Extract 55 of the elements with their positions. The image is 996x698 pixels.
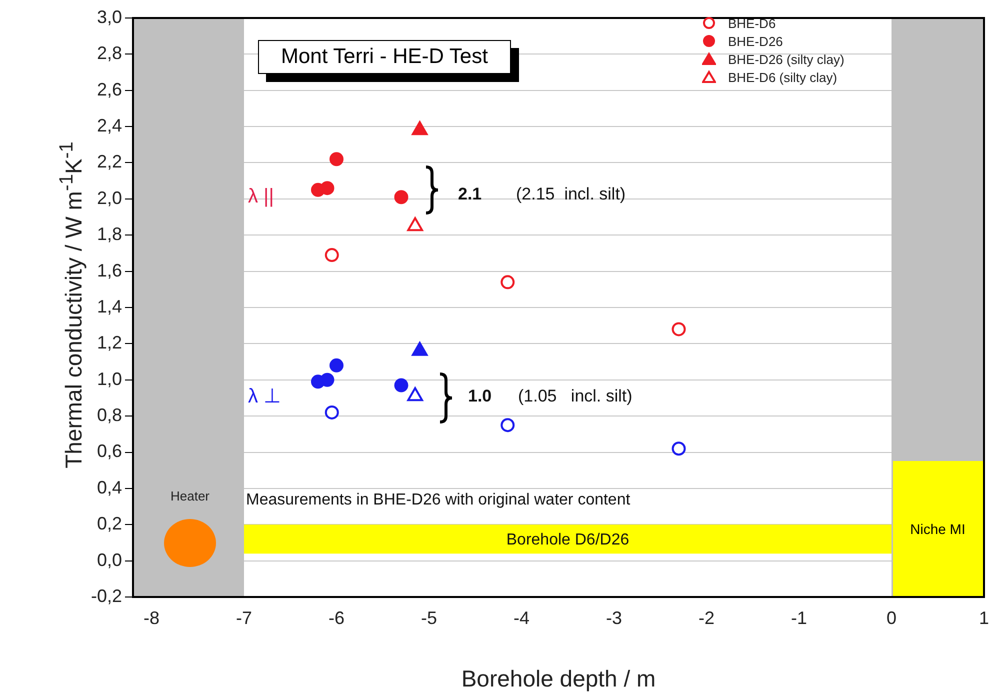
annotation: Measurements in BHE-D26 with original water content <box>246 491 631 508</box>
point <box>330 358 344 372</box>
point <box>320 181 334 196</box>
y-tick-label: 2,2 <box>96 152 122 172</box>
x-tick-label: -8 <box>143 608 160 628</box>
x-tick-label: -7 <box>236 608 252 628</box>
y-tick-label: 2,8 <box>96 43 122 64</box>
annotation: λ ⊥ <box>248 386 281 408</box>
text: Mont Terri - HE-D Test <box>258 40 511 74</box>
x-axis-title: Borehole depth / m <box>461 666 656 692</box>
annotation: 1.0 <box>468 386 492 406</box>
point <box>500 418 515 432</box>
annotation: (2.15 incl. silt) <box>516 184 626 204</box>
x-tick-label: -4 <box>513 608 530 628</box>
legend-label: BHE-D26 (silty clay) <box>728 52 844 66</box>
y-tick-label: 0,8 <box>96 405 122 426</box>
point <box>324 248 339 262</box>
point <box>500 275 515 290</box>
point <box>324 405 339 420</box>
band-label: Borehole D6/D26 <box>506 532 630 549</box>
y-tick-label: 2,0 <box>96 188 122 208</box>
y-tick-label: 0,2 <box>96 514 122 534</box>
x-tick-label: -3 <box>606 608 622 628</box>
point <box>672 442 686 456</box>
point <box>394 190 408 204</box>
y-tick-label: 1,6 <box>96 260 122 280</box>
y-tick-label: 1,4 <box>96 296 122 316</box>
x-tick-label: -1 <box>790 608 808 628</box>
x-tick-label: -2 <box>698 608 715 628</box>
niche-block: Niche MI <box>892 461 983 596</box>
x-tick-label: 1 <box>978 608 990 628</box>
annotation: 2.1 <box>458 184 482 204</box>
y-tick-label: 1,0 <box>96 368 122 389</box>
x-tick-label: -5 <box>420 608 438 628</box>
legend-label: BHE-D6 (silty clay) <box>728 70 838 84</box>
legend-label: BHE-D6 <box>728 16 776 30</box>
y-tick-label: 1,8 <box>96 224 122 244</box>
point <box>330 152 344 166</box>
x-tick-label: 0 <box>886 608 897 628</box>
y-tick-label: 1,2 <box>96 332 122 353</box>
annotation: λ || <box>248 186 274 208</box>
point <box>672 322 686 336</box>
point <box>394 378 408 392</box>
legend-label: BHE-D26 <box>728 34 783 48</box>
annotation: Heater <box>170 488 210 504</box>
x-tick-label: -6 <box>328 608 345 628</box>
y-tick-label: 2,4 <box>96 116 122 136</box>
y-tick-label: 2,6 <box>96 79 122 100</box>
y-tick-label: 0,6 <box>96 441 122 462</box>
y-tick-label: 3,0 <box>96 6 122 27</box>
annotation: (1.05 incl. silt) <box>518 386 632 406</box>
y-tick-label: -0,2 <box>90 586 122 606</box>
y-tick-label: 0,4 <box>96 477 122 498</box>
y-tick-label: 0,0 <box>96 550 122 570</box>
point <box>320 372 334 387</box>
